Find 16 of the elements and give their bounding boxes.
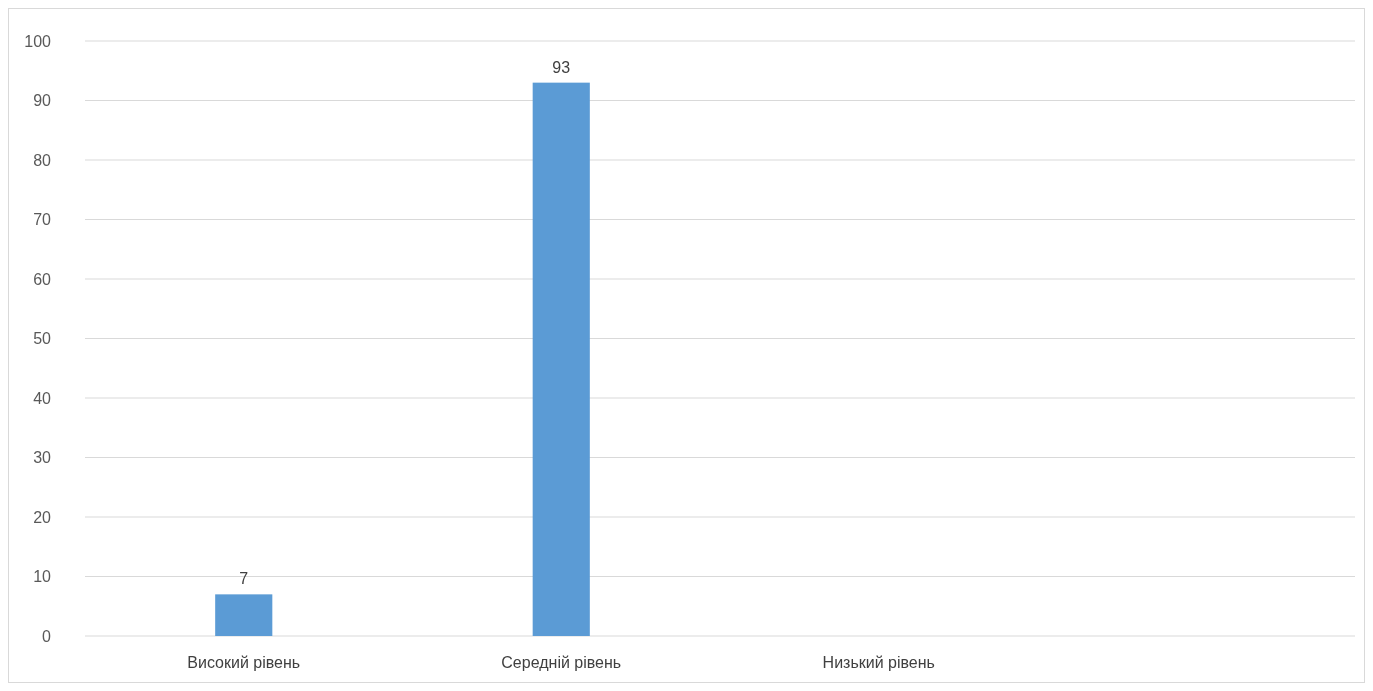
- x-tick-label: Середній рівень: [501, 654, 622, 671]
- y-tick-label: 20: [33, 508, 52, 526]
- x-tick-label: Високий рівень: [187, 654, 301, 671]
- y-tick-label: 10: [33, 568, 52, 586]
- y-tick-label: 100: [24, 32, 52, 50]
- x-tick-label: Низький рівень: [822, 654, 935, 671]
- data-label: 93: [552, 58, 571, 76]
- y-tick-label: 40: [33, 389, 52, 407]
- y-tick-label: 50: [33, 330, 52, 348]
- y-tick-label: 0: [42, 627, 52, 645]
- y-tick-label: 90: [33, 92, 52, 110]
- y-tick-label: 80: [33, 151, 52, 169]
- y-tick-label: 70: [33, 211, 52, 229]
- y-tick-label: 30: [33, 449, 52, 467]
- y-tick-label: 60: [33, 270, 52, 288]
- data-label: 7: [239, 570, 249, 588]
